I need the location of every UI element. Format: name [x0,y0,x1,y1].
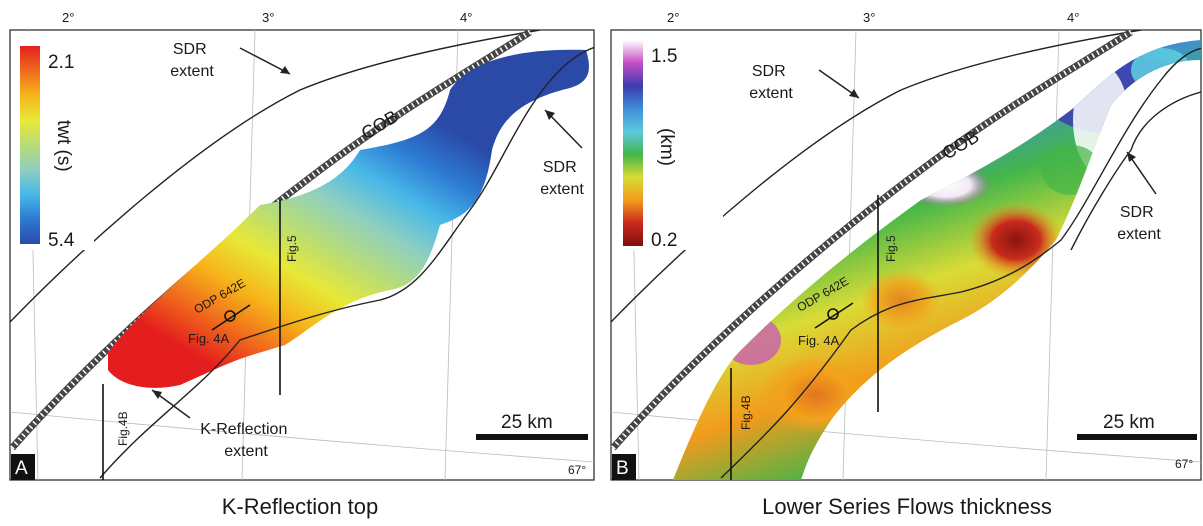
arrow-head [280,66,290,74]
fig4a-label: Fig. 4A [798,333,840,348]
colorbar-unit-label: (km) [656,128,677,166]
panel-b-flow-thickness-map: 2° 3° 4° 67° 1.5 0.2 (km) SDR extent COB… [601,0,1203,526]
extent-note-label: K-Reflection extent [200,421,292,460]
cob-line-inner [10,30,532,450]
panel-letter-box [11,454,35,480]
lon-label-2: 2° [62,10,74,25]
panel-letter: A [15,458,28,479]
panel-letter: B [616,458,629,479]
panel-caption: Lower Series Flows thickness [762,494,1052,519]
arrow-head [849,89,859,98]
colorbar-ramp [20,46,40,244]
arrow-head [1127,152,1136,162]
scale-bar-label: 25 km [1103,412,1155,433]
lat-label-67: 67° [1175,457,1193,471]
panel-a-k-reflection-map: 2° 3° 4° 67° 2.1 5.4 twt (s) SDR extent … [9,10,595,519]
sdr-extent-line-right [1070,91,1201,251]
sdr-extent-label-1: SDR extent [749,63,793,102]
sdr-extent-label-2: SDR extent [540,159,584,198]
profile-fig4a-line [211,304,251,331]
fig4a-label: Fig. 4A [188,331,230,346]
panel-letter-box [612,454,636,480]
colorbar-unit-label: twt (s) [53,120,74,172]
fig5-label: Fig.5 [285,235,299,262]
sdr-extent-line-inner [720,47,1201,479]
odp-642e-site [827,308,839,320]
map-content [10,30,594,480]
graticule-line [10,411,594,463]
lon-label-4: 4° [1067,10,1079,25]
colorbar-max-label: 2.1 [48,52,74,73]
sdr-extent-label-2: SDR extent [1117,204,1161,243]
profile-fig4a-line [814,302,854,329]
arrow-sdr-1 [239,47,291,75]
colorbar-min-label: 0.2 [651,230,677,251]
fig4b-label: Fig.4B [739,395,753,430]
colorbar-min-label: 5.4 [48,230,75,251]
lon-label-4: 4° [460,10,472,25]
sdr-extent-label-1: SDR extent [170,41,214,80]
fig5-label: Fig.5 [884,235,898,262]
lon-label-3: 3° [262,10,274,25]
graticule-line [1045,30,1060,480]
cob-line-inner [611,30,1133,450]
arrow-head [545,110,555,120]
scale-bar [1077,434,1197,440]
lon-label-3: 3° [863,10,875,25]
scale-bar [476,434,588,440]
sdr-extent-line-inner [99,46,594,479]
lon-label-2: 2° [667,10,679,25]
lat-label-67: 67° [568,463,586,477]
graticule-line [611,411,1201,463]
scale-bar-label: 25 km [501,412,553,433]
panel-caption: K-Reflection top [222,494,379,519]
colorbar-ramp [623,40,643,246]
sdr-extent-line [10,30,541,323]
k-reflection-area [108,49,589,388]
arrow-head [152,390,162,399]
sdr-extent-line [611,30,1142,323]
fig4b-label: Fig.4B [116,411,130,446]
colorbar-max-label: 1.5 [651,46,677,67]
odp-642e-site [224,310,236,322]
